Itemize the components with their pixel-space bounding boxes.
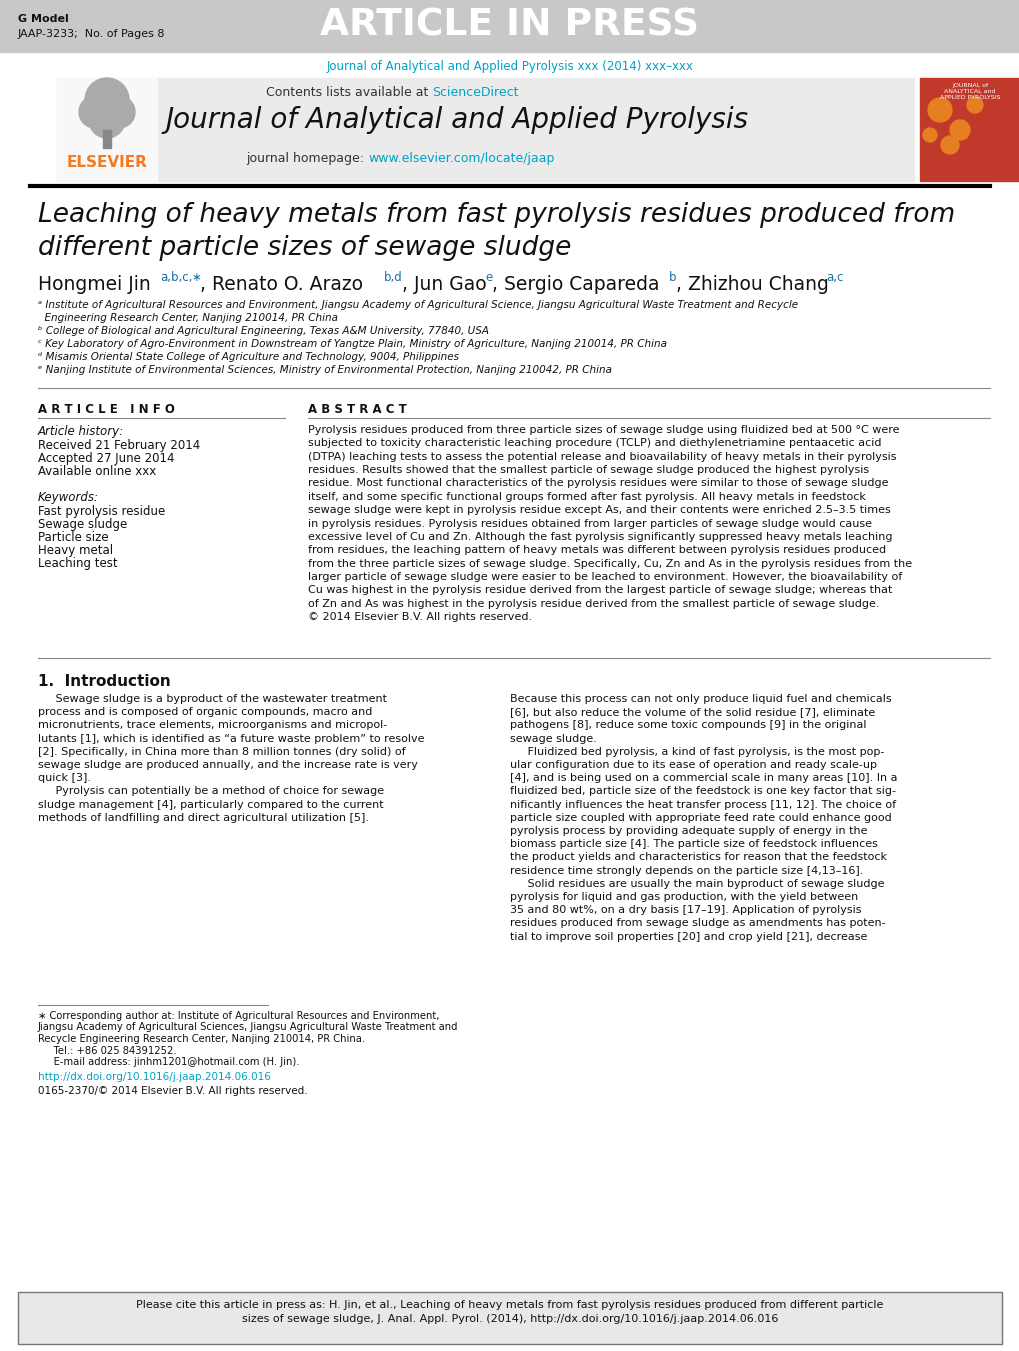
Text: Because this process can not only produce liquid fuel and chemicals: Because this process can not only produc… [510,694,891,704]
Text: Please cite this article in press as: H. Jin, et al., Leaching of heavy metals f: Please cite this article in press as: H.… [137,1300,882,1310]
Text: ᵃ Institute of Agricultural Resources and Environment, Jiangsu Academy of Agricu: ᵃ Institute of Agricultural Resources an… [38,300,797,309]
Text: Fluidized bed pyrolysis, a kind of fast pyrolysis, is the most pop-: Fluidized bed pyrolysis, a kind of fast … [510,747,883,757]
Text: [2]. Specifically, in China more than 8 million tonnes (dry solid) of: [2]. Specifically, in China more than 8 … [38,747,406,757]
Text: particle size coupled with appropriate feed rate could enhance good: particle size coupled with appropriate f… [510,813,891,823]
Text: [4], and is being used on a commercial scale in many areas [10]. In a: [4], and is being used on a commercial s… [510,773,897,784]
Text: , Jun Gao: , Jun Gao [401,276,486,295]
Text: A B S T R A C T: A B S T R A C T [308,403,407,416]
Text: Accepted 27 June 2014: Accepted 27 June 2014 [38,453,174,465]
Text: Fast pyrolysis residue: Fast pyrolysis residue [38,505,165,517]
Text: Tel.: +86 025 84391252.: Tel.: +86 025 84391252. [38,1046,176,1055]
Text: pyrolysis process by providing adequate supply of energy in the: pyrolysis process by providing adequate … [510,825,866,836]
Circle shape [78,96,111,128]
Text: a,b,c,: a,b,c, [160,272,193,284]
Text: Jiangsu Academy of Agricultural Sciences, Jiangsu Agricultural Waste Treatment a: Jiangsu Academy of Agricultural Sciences… [38,1023,459,1032]
Text: Leaching of heavy metals from fast pyrolysis residues produced from
different pa: Leaching of heavy metals from fast pyrol… [38,203,955,261]
Text: Journal of Analytical and Applied Pyrolysis xxx (2014) xxx–xxx: Journal of Analytical and Applied Pyroly… [326,59,693,73]
Text: tial to improve soil properties [20] and crop yield [21], decrease: tial to improve soil properties [20] and… [510,932,866,942]
Text: JAAP-3233;  No. of Pages 8: JAAP-3233; No. of Pages 8 [18,28,165,39]
Text: Available online xxx: Available online xxx [38,465,156,478]
Circle shape [89,101,125,138]
Text: sewage sludge are produced annually, and the increase rate is very: sewage sludge are produced annually, and… [38,761,418,770]
Text: ᵈ Misamis Oriental State College of Agriculture and Technology, 9004, Philippine: ᵈ Misamis Oriental State College of Agri… [38,353,459,362]
Text: b: b [668,272,676,284]
Text: Recycle Engineering Research Center, Nanjing 210014, PR China.: Recycle Engineering Research Center, Nan… [38,1034,365,1044]
Circle shape [103,96,135,128]
Text: http://dx.doi.org/10.1016/j.jaap.2014.06.016: http://dx.doi.org/10.1016/j.jaap.2014.06… [38,1073,271,1082]
Circle shape [922,128,936,142]
Text: Keywords:: Keywords: [38,490,99,504]
Text: Engineering Research Center, Nanjing 210014, PR China: Engineering Research Center, Nanjing 210… [38,313,337,323]
Text: ᶜ Key Laboratory of Agro-Environment in Downstream of Yangtze Plain, Ministry of: ᶜ Key Laboratory of Agro-Environment in … [38,339,666,349]
Circle shape [927,99,951,122]
Text: Pyrolysis residues produced from three particle sizes of sewage sludge using flu: Pyrolysis residues produced from three p… [308,426,911,621]
Text: methods of landfilling and direct agricultural utilization [5].: methods of landfilling and direct agricu… [38,813,369,823]
Text: , Zhizhou Chang: , Zhizhou Chang [676,276,828,295]
Text: G Model: G Model [18,14,68,24]
Text: e: e [484,272,492,284]
Text: 1.  Introduction: 1. Introduction [38,674,170,689]
Text: Sewage sludge: Sewage sludge [38,517,127,531]
Text: 0165-2370/© 2014 Elsevier B.V. All rights reserved.: 0165-2370/© 2014 Elsevier B.V. All right… [38,1085,308,1096]
Text: quick [3].: quick [3]. [38,773,91,784]
Text: lutants [1], which is identified as “a future waste problem” to resolve: lutants [1], which is identified as “a f… [38,734,424,743]
Bar [919,78,1019,181]
Text: Journal of Analytical and Applied Pyrolysis: Journal of Analytical and Applied Pyroly… [165,105,748,134]
Bar [18,1292,1001,1344]
Circle shape [85,78,128,122]
Bar [18,1292,1001,1344]
Circle shape [949,120,969,141]
Text: Article history:: Article history: [38,426,124,438]
Text: ᵇ College of Biological and Agricultural Engineering, Texas A&M University, 7784: ᵇ College of Biological and Agricultural… [38,326,488,336]
Text: JOURNAL of
ANALYTICAL and
APPLIED PYROLYSIS: JOURNAL of ANALYTICAL and APPLIED PYROLY… [938,82,1000,100]
Text: A R T I C L E   I N F O: A R T I C L E I N F O [38,403,174,416]
Text: 35 and 80 wt%, on a dry basis [17–19]. Application of pyrolysis: 35 and 80 wt%, on a dry basis [17–19]. A… [510,905,861,915]
Bar [57,78,157,181]
Text: ∗: ∗ [192,272,202,284]
Text: ScienceDirect: ScienceDirect [432,86,518,99]
Text: E-mail address: jinhm1201@hotmail.com (H. Jin).: E-mail address: jinhm1201@hotmail.com (H… [38,1056,300,1067]
Text: process and is composed of organic compounds, macro and: process and is composed of organic compo… [38,707,372,717]
Text: ELSEVIER: ELSEVIER [66,155,148,170]
Text: , Renato O. Arazo: , Renato O. Arazo [200,276,363,295]
Text: Contents lists available at: Contents lists available at [265,86,432,99]
Bar [57,78,913,181]
Text: journal homepage:: journal homepage: [246,153,368,165]
Text: Sewage sludge is a byproduct of the wastewater treatment: Sewage sludge is a byproduct of the wast… [38,694,386,704]
Text: nificantly influences the heat transfer process [11, 12]. The choice of: nificantly influences the heat transfer … [510,800,896,809]
Text: , Sergio Capareda: , Sergio Capareda [491,276,659,295]
Text: sludge management [4], particularly compared to the current: sludge management [4], particularly comp… [38,800,383,809]
Text: www.elsevier.com/locate/jaap: www.elsevier.com/locate/jaap [368,153,554,165]
Text: ∗ Corresponding author at: Institute of Agricultural Resources and Environment,: ∗ Corresponding author at: Institute of … [38,1011,439,1021]
Text: residence time strongly depends on the particle size [4,13–16].: residence time strongly depends on the p… [510,866,862,875]
Text: pyrolysis for liquid and gas production, with the yield between: pyrolysis for liquid and gas production,… [510,892,857,902]
Bar [103,130,111,149]
Text: sewage sludge.: sewage sludge. [510,734,596,743]
Text: Particle size: Particle size [38,531,108,544]
Text: ARTICLE IN PRESS: ARTICLE IN PRESS [320,8,699,45]
Text: Pyrolysis can potentially be a method of choice for sewage: Pyrolysis can potentially be a method of… [38,786,384,796]
Text: the product yields and characteristics for reason that the feedstock: the product yields and characteristics f… [510,852,887,862]
Text: residues produced from sewage sludge as amendments has poten-: residues produced from sewage sludge as … [510,919,884,928]
Text: a,c: a,c [825,272,843,284]
Circle shape [966,97,982,113]
Text: ᵉ Nanjing Institute of Environmental Sciences, Ministry of Environmental Protect: ᵉ Nanjing Institute of Environmental Sci… [38,365,611,376]
Bar [0,0,1019,51]
Text: b,d: b,d [383,272,403,284]
Text: pathogens [8], reduce some toxic compounds [9] in the original: pathogens [8], reduce some toxic compoun… [510,720,866,731]
Text: biomass particle size [4]. The particle size of feedstock influences: biomass particle size [4]. The particle … [510,839,877,850]
Text: ular configuration due to its ease of operation and ready scale-up: ular configuration due to its ease of op… [510,761,876,770]
Circle shape [941,136,958,154]
Text: fluidized bed, particle size of the feedstock is one key factor that sig-: fluidized bed, particle size of the feed… [510,786,895,796]
Text: Hongmei Jin: Hongmei Jin [38,276,151,295]
Text: Leaching test: Leaching test [38,557,117,570]
Text: Received 21 February 2014: Received 21 February 2014 [38,439,200,453]
Text: micronutrients, trace elements, microorganisms and micropol-: micronutrients, trace elements, microorg… [38,720,387,731]
Text: [6], but also reduce the volume of the solid residue [7], eliminate: [6], but also reduce the volume of the s… [510,707,874,717]
Text: Solid residues are usually the main byproduct of sewage sludge: Solid residues are usually the main bypr… [510,878,883,889]
Text: Heavy metal: Heavy metal [38,544,113,557]
Text: sizes of sewage sludge, J. Anal. Appl. Pyrol. (2014), http://dx.doi.org/10.1016/: sizes of sewage sludge, J. Anal. Appl. P… [242,1315,777,1324]
